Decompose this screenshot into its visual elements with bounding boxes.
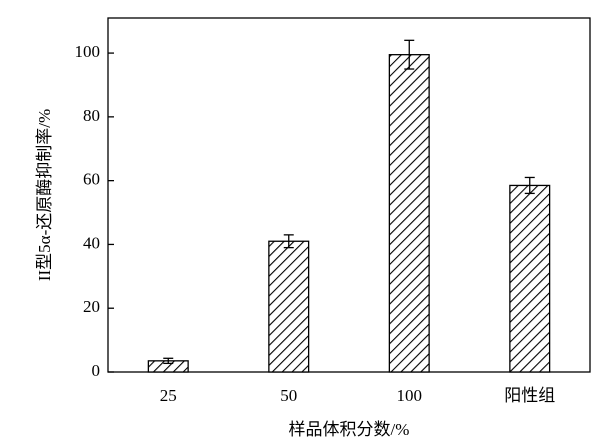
y-axis-label: II型5α-还原酶抑制率/% <box>35 109 54 281</box>
x-tick-label: 50 <box>280 386 297 405</box>
bar <box>388 54 430 373</box>
plot-frame <box>107 17 591 373</box>
y-tick-label: 80 <box>83 106 100 125</box>
y-tick-label: 60 <box>83 170 100 189</box>
x-tick-label: 100 <box>397 386 423 405</box>
bar <box>268 240 310 373</box>
x-tick-label: 阳性组 <box>504 386 555 405</box>
y-tick-label: 100 <box>75 42 101 61</box>
x-axis-label: 样品体积分数/% <box>289 420 410 439</box>
x-tick-label: 25 <box>160 386 177 405</box>
bar <box>509 184 551 373</box>
y-tick-label: 40 <box>83 233 100 252</box>
y-tick-label: 20 <box>83 297 100 316</box>
y-tick-label: 0 <box>92 361 101 380</box>
